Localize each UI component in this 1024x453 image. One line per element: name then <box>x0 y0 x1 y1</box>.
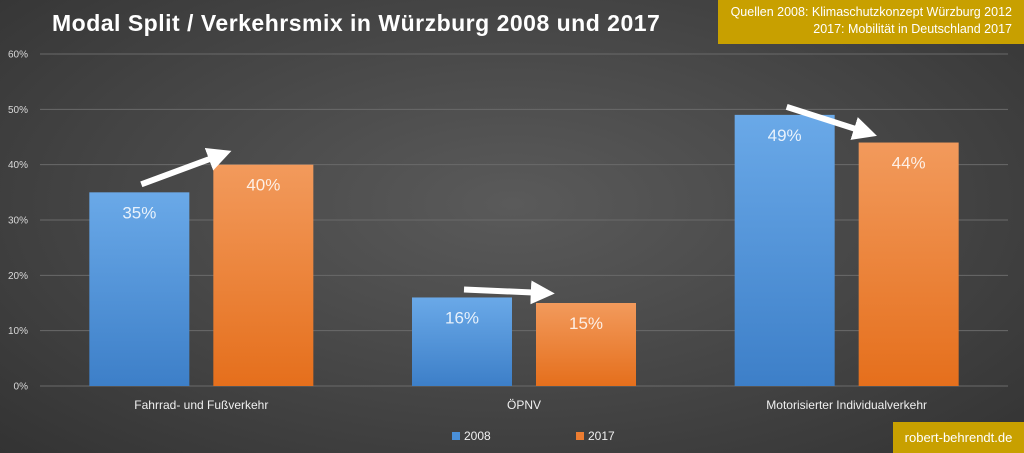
y-tick-label: 20% <box>8 271 28 282</box>
source-line-2: 2017: Mobilität in Deutschland 2017 <box>813 22 1012 36</box>
legend: 2008 2017 <box>452 429 615 443</box>
x-axis: Fahrrad- und Fußverkehr ÖPNV Motorisierter… <box>134 398 927 412</box>
category-label: ÖPNV <box>507 398 541 412</box>
source-line-1: Quellen 2008: Klimaschutzkonzept Würzbur… <box>730 5 1012 19</box>
data-label: 44% <box>892 154 926 173</box>
data-label: 40% <box>246 176 280 195</box>
change-arrow <box>463 280 555 305</box>
y-tick-label: 50% <box>8 105 28 116</box>
data-label: 49% <box>768 126 802 145</box>
y-tick-label: 40% <box>8 160 28 171</box>
change-arrows <box>140 104 877 305</box>
legend-swatch <box>452 432 460 440</box>
bar-2008 <box>412 297 512 386</box>
bar-2008 <box>89 192 190 386</box>
data-label: 15% <box>569 314 603 333</box>
y-tick-label: 30% <box>8 216 28 227</box>
legend-label: 2017 <box>588 429 615 443</box>
credit-box: robert-behrendt.de <box>893 422 1024 453</box>
y-tick-label: 60% <box>8 50 28 61</box>
change-arrow <box>140 148 232 188</box>
legend-label: 2008 <box>464 429 491 443</box>
bar-2017 <box>213 164 314 386</box>
change-arrow <box>785 104 877 140</box>
data-label: 16% <box>445 308 479 327</box>
category-label: Fahrrad- und Fußverkehr <box>134 398 268 412</box>
category-label: Motorisierter Individualverkehr <box>766 398 927 412</box>
chart-title: Modal Split / Verkehrsmix in Würzburg 20… <box>52 10 661 36</box>
y-tick-label: 0% <box>14 382 29 393</box>
bar-2017 <box>858 142 959 386</box>
bar-2008 <box>734 114 835 386</box>
y-tick-label: 10% <box>8 326 28 337</box>
data-labels: 35% 40% 16% 15% 49% 44% <box>122 126 925 333</box>
data-label: 35% <box>122 203 156 222</box>
bar-2017 <box>536 303 636 386</box>
source-box: Quellen 2008: Klimaschutzkonzept Würzbur… <box>718 0 1024 44</box>
y-axis: 0% 10% 20% 30% 40% 50% 60% <box>8 50 28 393</box>
bars <box>89 114 959 386</box>
legend-swatch <box>576 432 584 440</box>
